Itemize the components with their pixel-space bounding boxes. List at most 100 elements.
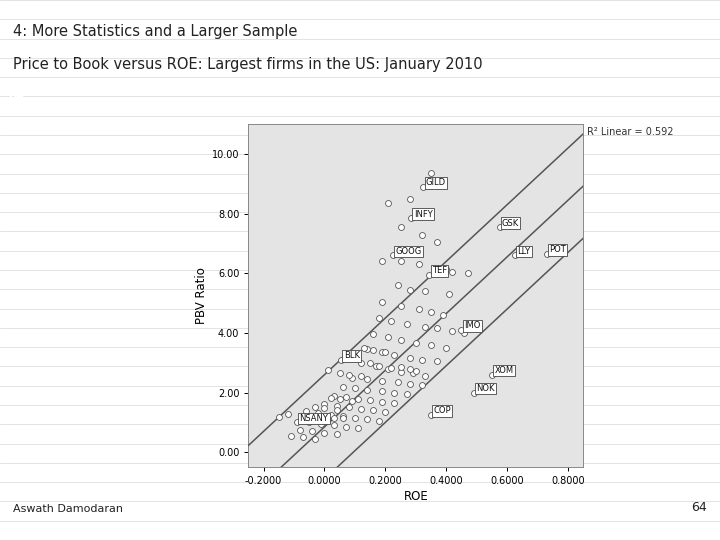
Point: [379, 408, 391, 416]
Text: Price to Book versus ROE: Largest firms in the US: January 2010: Price to Book versus ROE: Largest firms …: [13, 57, 482, 72]
Point: [459, 329, 470, 338]
Point: [379, 347, 391, 356]
X-axis label: ROE: ROE: [403, 490, 428, 503]
Point: [389, 351, 400, 360]
Point: [331, 430, 343, 438]
Y-axis label: PBV Ratio: PBV Ratio: [194, 267, 207, 324]
Point: [334, 369, 346, 377]
Point: [404, 354, 415, 362]
Text: COP: COP: [433, 407, 451, 415]
Point: [328, 414, 339, 422]
Point: [389, 399, 400, 407]
Point: [361, 345, 373, 354]
Point: [377, 257, 388, 266]
Text: 4: More Statistics and a Larger Sample: 4: More Statistics and a Larger Sample: [13, 24, 297, 39]
Text: TEF: TEF: [432, 266, 447, 275]
Point: [355, 372, 366, 381]
Point: [405, 214, 417, 222]
Point: [374, 361, 385, 370]
Point: [325, 410, 336, 419]
Text: R² Linear = 0.592: R² Linear = 0.592: [587, 127, 673, 137]
Point: [395, 362, 406, 371]
Point: [377, 387, 388, 395]
Point: [431, 357, 443, 366]
Point: [456, 326, 467, 334]
Point: [419, 322, 431, 331]
Point: [462, 269, 473, 278]
Point: [395, 257, 406, 266]
Point: [395, 223, 406, 232]
Point: [410, 367, 422, 375]
Point: [355, 359, 366, 367]
Point: [377, 376, 388, 385]
Point: [426, 341, 437, 349]
Point: [392, 378, 403, 387]
Text: GOOG: GOOG: [395, 247, 422, 256]
Point: [282, 410, 294, 418]
Point: [294, 426, 306, 434]
Point: [355, 404, 366, 413]
Point: [413, 305, 425, 313]
Point: [361, 415, 373, 424]
Point: [349, 384, 361, 393]
Point: [319, 429, 330, 437]
Point: [374, 314, 385, 322]
Point: [352, 424, 364, 433]
Point: [377, 348, 388, 356]
Point: [389, 388, 400, 397]
Point: [292, 418, 303, 427]
Point: [438, 310, 449, 319]
Point: [343, 403, 355, 412]
Point: [367, 406, 379, 415]
Point: [340, 393, 351, 401]
Point: [328, 391, 339, 400]
Point: [444, 290, 455, 299]
Point: [343, 370, 355, 379]
Point: [419, 287, 431, 295]
Point: [382, 199, 394, 207]
Point: [404, 285, 415, 294]
Point: [486, 370, 498, 379]
Point: [337, 414, 348, 423]
Point: [416, 230, 428, 239]
Point: [364, 396, 376, 404]
Point: [494, 223, 505, 232]
Point: [377, 397, 388, 406]
Point: [337, 412, 348, 421]
Point: [416, 381, 428, 389]
Point: [386, 316, 397, 325]
Point: [386, 363, 397, 372]
Text: LLY: LLY: [517, 247, 530, 256]
Point: [297, 433, 309, 442]
Text: XOM: XOM: [495, 366, 513, 375]
Point: [441, 343, 452, 352]
Point: [426, 169, 437, 178]
Point: [367, 346, 379, 354]
Point: [331, 405, 343, 414]
Point: [319, 400, 330, 409]
Point: [310, 403, 321, 412]
Point: [319, 404, 330, 413]
Text: INFY: INFY: [414, 210, 433, 219]
Point: [359, 343, 370, 352]
Point: [419, 372, 431, 381]
Text: GSK: GSK: [502, 219, 519, 227]
Point: [340, 422, 351, 431]
Point: [374, 416, 385, 425]
Point: [401, 320, 413, 328]
Point: [413, 260, 425, 269]
Point: [431, 324, 443, 333]
Point: [307, 427, 318, 436]
Point: [407, 369, 418, 377]
Text: GILD: GILD: [426, 178, 446, 187]
Point: [346, 396, 358, 405]
Text: BLK: BLK: [343, 351, 360, 360]
Text: IMO: IMO: [464, 321, 480, 330]
Point: [352, 394, 364, 403]
Point: [382, 364, 394, 373]
Point: [367, 330, 379, 339]
Point: [416, 355, 428, 364]
Point: [410, 339, 422, 348]
Point: [325, 393, 336, 402]
Point: [401, 390, 413, 399]
